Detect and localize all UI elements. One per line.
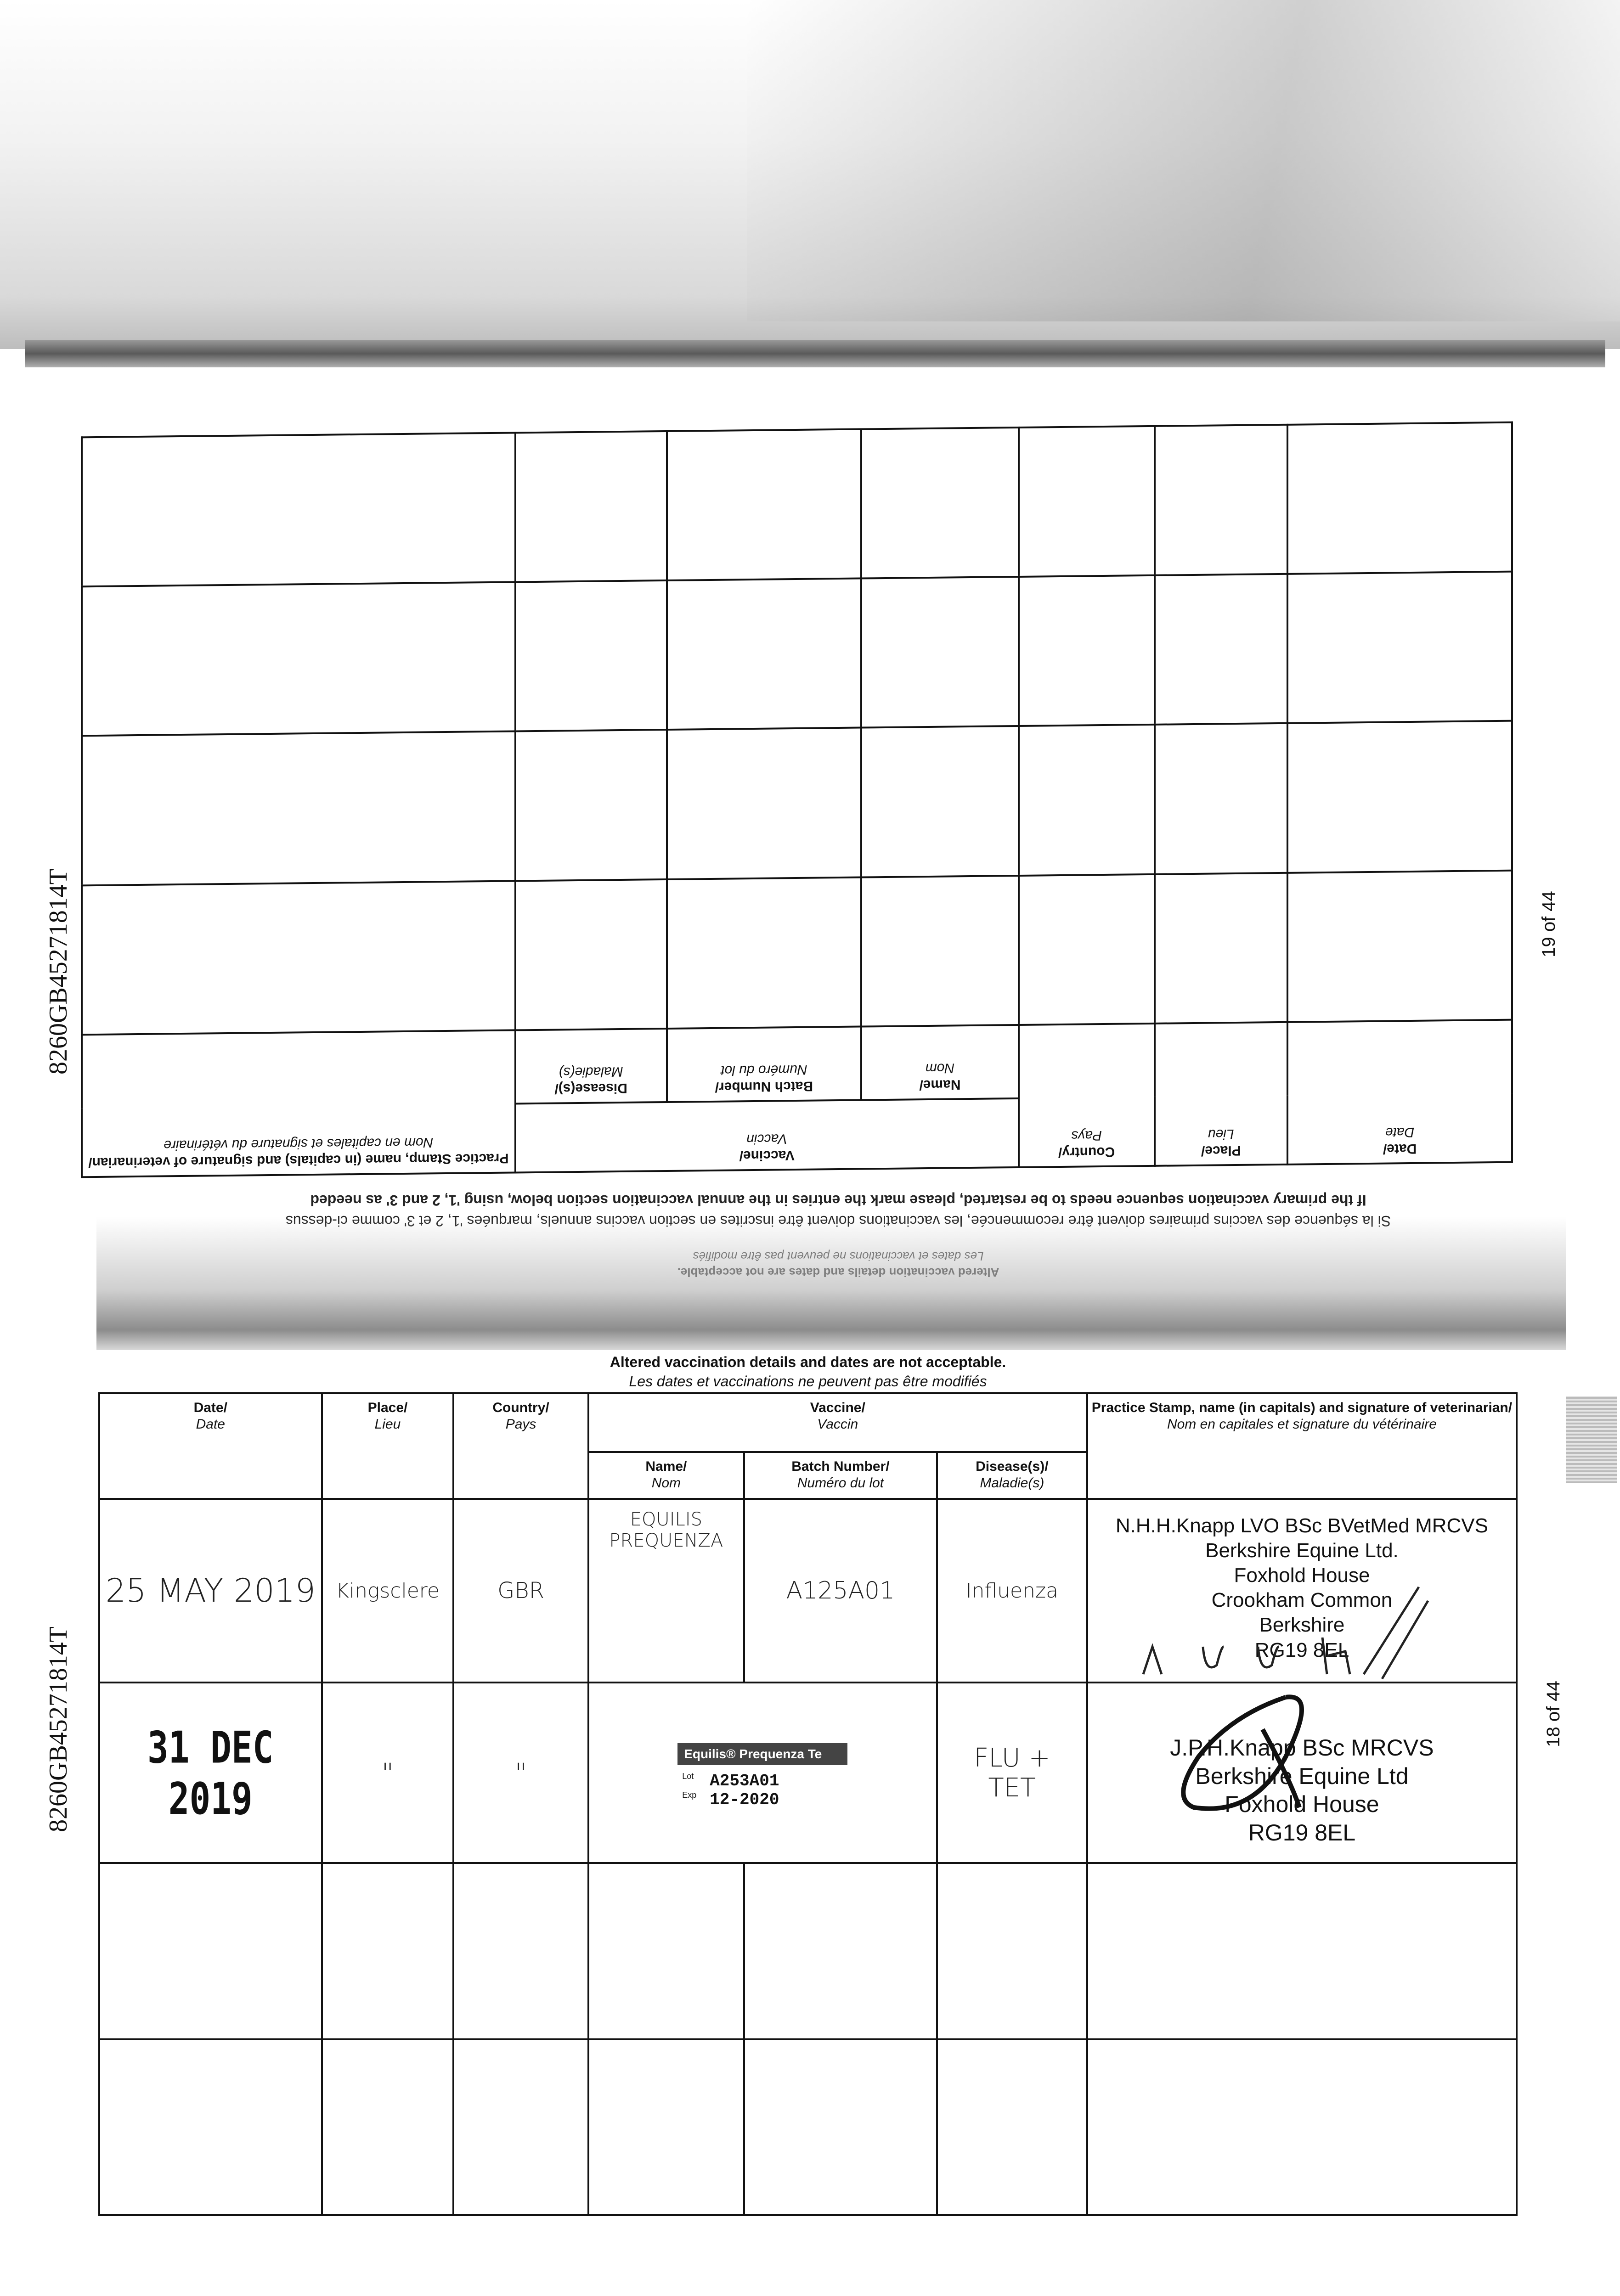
table-row-empty xyxy=(82,571,1512,736)
stamp-cell: N.H.H.Knapp LVO BSc BVetMed MRCVS Berkshi… xyxy=(1086,1498,1518,1683)
header-country: Country/Pays xyxy=(1018,1023,1155,1167)
header-stamp: Practice Stamp, name (in capitals) and s… xyxy=(82,1030,515,1177)
stamp-cell: J.P.H.Knapp BSc MRCVS Berkshire Equine Lt… xyxy=(1086,1682,1518,1864)
table-row: 31 DEC 2019 " " Equilis® Prequenza Te Lo… xyxy=(98,1659,1518,1887)
place-cell: " xyxy=(321,1682,455,1864)
vaccination-table: Date/Date Place/Lieu Country/Pays Vaccin… xyxy=(98,1392,1518,2216)
header-disease: Disease(s)/Maladie(s) xyxy=(936,1451,1088,1500)
table-row-empty xyxy=(82,870,1512,1035)
table-row-empty xyxy=(98,2038,1518,2216)
header-country: Country/Pays xyxy=(452,1392,589,1500)
notice-upside-down: Altered vaccination details and dates ar… xyxy=(677,1266,999,1279)
country-cell: GBR xyxy=(452,1498,589,1683)
country-cell: " xyxy=(452,1682,589,1864)
table-row-empty xyxy=(82,721,1512,886)
disease-cell: Influenza xyxy=(936,1498,1088,1683)
header-date: Date/Date xyxy=(1287,1019,1512,1165)
page-number-upper: 19 of 44 xyxy=(1538,891,1559,957)
header-vaccine: Vaccine/Vaccin xyxy=(587,1392,1088,1453)
vaccine-name-cell: EQUILIS PREQUENZA xyxy=(587,1498,745,1683)
header-date: Date/Date xyxy=(98,1392,323,1500)
document-id-lower: 8260GB45271814T xyxy=(44,1626,73,1832)
disease-cell: FLU + TET xyxy=(936,1682,1088,1864)
vaccine-label-cell: Equilis® Prequenza Te Lot A253A01 Exp 12-2… xyxy=(587,1682,938,1864)
place-cell: Kingsclere xyxy=(321,1498,455,1683)
scan-shadow-middle xyxy=(96,1217,1566,1350)
notice: Altered vaccination details and dates ar… xyxy=(610,1354,1006,1370)
signature xyxy=(1142,1586,1429,1680)
table-row-empty xyxy=(82,422,1512,587)
instructions-upside-down: If the primary vaccination sequence need… xyxy=(310,1192,1366,1209)
practice-stamp: N.H.H.Knapp LVO BSc BVetMed MRCVS Berkshi… xyxy=(1115,1514,1488,1661)
header-disease: Disease(s)/Maladie(s) xyxy=(515,1028,667,1104)
page-number-lower: 18 of 44 xyxy=(1543,1681,1564,1747)
header-vaccine: Vaccine/Vaccin xyxy=(515,1098,1019,1173)
header-name: Name/Nom xyxy=(861,1024,1019,1100)
upper-vaccination-table: Date/Date Place/Lieu Country/Pays Vaccin… xyxy=(81,422,1513,1178)
header-place: Place/Lieu xyxy=(1154,1022,1288,1166)
header-batch: Batch Number/Numéro du lot xyxy=(743,1451,938,1500)
header-stamp: Practice Stamp, name (in capitals) and s… xyxy=(1086,1392,1518,1500)
document-id-upper: 8260GB45271814T xyxy=(44,869,73,1075)
signature xyxy=(1181,1694,1304,1811)
vaccine-sticker: Equilis® Prequenza Te Lot A253A01 Exp 12-2… xyxy=(677,1743,848,1816)
date-cell: 25 MAY 2019 xyxy=(98,1498,323,1683)
batch-cell: A125A01 xyxy=(743,1498,938,1683)
notice-fr: Les dates et vaccinations ne peuvent pas… xyxy=(629,1373,987,1390)
page-fold-shadow xyxy=(25,340,1605,367)
table-row: 25 MAY 2019 Kingsclere GBR EQUILIS PREQU… xyxy=(98,1498,1518,1683)
table-row-empty xyxy=(98,1862,1518,2040)
scan-shadow xyxy=(0,0,1620,349)
scan-edge xyxy=(1566,1396,1617,1483)
header-place: Place/Lieu xyxy=(321,1392,455,1500)
header-batch: Batch Number/Numéro du lot xyxy=(666,1026,862,1102)
date-stamp-cell: 31 DEC 2019 xyxy=(98,1659,323,1887)
header-name: Name/Nom xyxy=(587,1451,745,1500)
notice-fr-upside-down: Les dates et vaccinations ne peuvent pas… xyxy=(693,1249,984,1263)
